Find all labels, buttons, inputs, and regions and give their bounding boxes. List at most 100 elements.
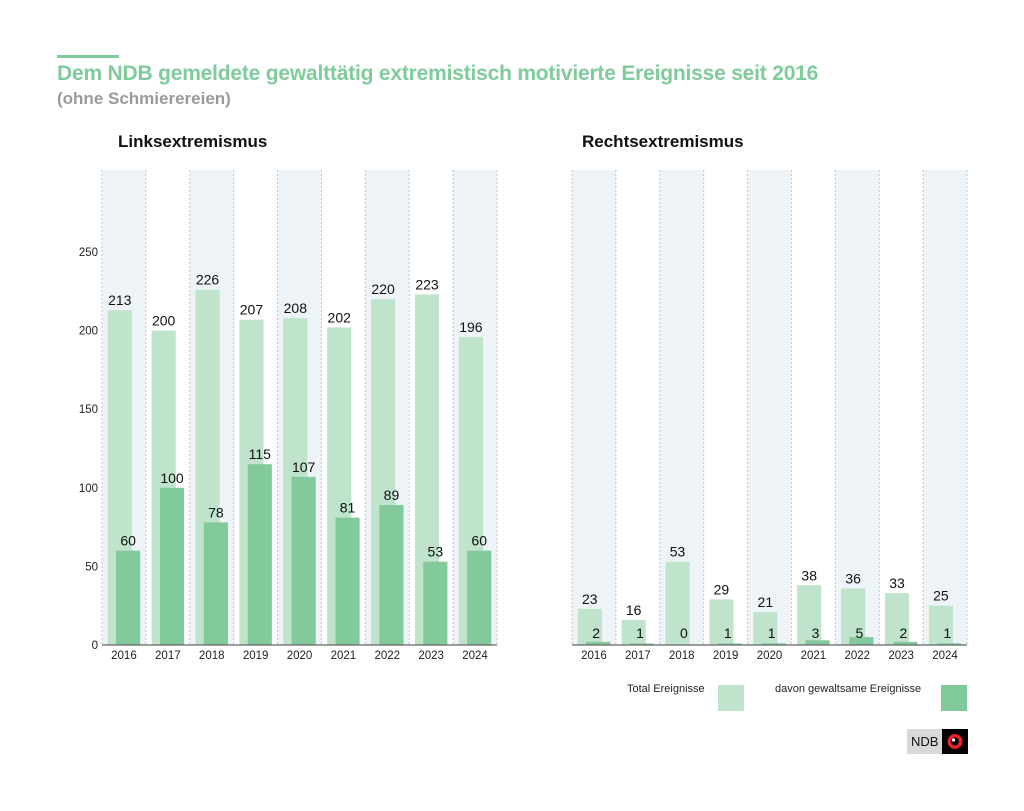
page-subtitle: (ohne Schmierereien): [57, 89, 231, 108]
x-tick-label: 2017: [625, 650, 651, 662]
bar-total: [753, 611, 778, 645]
background-band: [923, 170, 967, 645]
data-label-violent: 115: [249, 446, 272, 462]
bar-total: [841, 588, 866, 645]
data-label-total: 202: [328, 309, 352, 325]
bar-violent: [423, 561, 448, 645]
bar-total: [577, 608, 602, 645]
bar-violent: [467, 550, 492, 645]
bar-total: [621, 619, 646, 645]
y-tick-label: 0: [92, 640, 98, 652]
data-label-violent: 3: [812, 625, 820, 641]
bar-violent: [937, 643, 962, 645]
data-label-total: 207: [240, 302, 264, 318]
bar-violent: [291, 476, 316, 645]
logo-text: NDB: [907, 729, 943, 754]
data-label-violent: 100: [160, 470, 184, 486]
y-tick-label: 50: [85, 561, 98, 573]
x-tick-label: 2017: [155, 650, 181, 662]
data-label-total: 208: [284, 300, 308, 316]
data-label-violent: 0: [680, 625, 688, 641]
x-tick-label: 2016: [111, 650, 137, 662]
x-tick-label: 2016: [581, 650, 607, 662]
data-label-violent: 60: [471, 533, 487, 549]
data-label-total: 196: [459, 319, 483, 335]
y-tick-label: 200: [79, 326, 98, 338]
bar-total: [928, 605, 953, 645]
x-tick-label: 2018: [669, 650, 695, 662]
bar-violent: [849, 637, 874, 645]
x-tick-label: 2018: [199, 650, 225, 662]
x-tick-label: 2020: [287, 650, 313, 662]
data-label-total: 29: [714, 581, 730, 597]
legend-violent-swatch: [941, 685, 967, 711]
y-tick-label: 100: [79, 483, 98, 495]
bar-violent: [247, 464, 272, 645]
data-label-total: 33: [889, 575, 905, 591]
bar-violent: [805, 640, 830, 645]
x-tick-label: 2023: [418, 650, 444, 662]
background-band: [747, 170, 792, 645]
data-label-violent: 60: [120, 533, 136, 549]
data-label-total: 223: [415, 276, 439, 292]
x-tick-label: 2024: [932, 650, 958, 662]
bar-violent: [116, 550, 141, 645]
data-label-total: 226: [196, 272, 220, 288]
data-label-violent: 2: [899, 625, 907, 641]
ndb-logo: NDB: [907, 729, 969, 754]
data-label-violent: 1: [724, 625, 732, 641]
x-tick-label: 2020: [757, 650, 783, 662]
bar-violent: [203, 522, 228, 645]
x-tick-label: 2024: [462, 650, 488, 662]
data-label-violent: 81: [340, 500, 356, 516]
bar-total: [884, 593, 910, 645]
bar-total: [665, 561, 690, 645]
x-tick-label: 2021: [801, 650, 827, 662]
x-tick-label: 2021: [331, 650, 357, 662]
bar-violent: [159, 487, 185, 645]
bar-violent: [335, 517, 360, 645]
bar-violent: [629, 643, 655, 645]
bar-violent: [586, 641, 611, 645]
x-tick-label: 2019: [243, 650, 269, 662]
y-tick-label: 150: [79, 404, 98, 416]
bar-total: [797, 585, 822, 645]
page-title: Dem NDB gemeldete gewalttätig extremisti…: [57, 62, 819, 85]
data-label-violent: 78: [208, 504, 224, 520]
eye-icon: [942, 729, 969, 754]
data-label-violent: 107: [292, 459, 316, 475]
data-label-violent: 1: [768, 625, 776, 641]
legend-total-label: Total Ereignisse: [627, 683, 705, 695]
data-label-violent: 5: [856, 625, 864, 641]
data-label-total: 21: [758, 594, 774, 610]
x-tick-label: 2022: [374, 650, 400, 662]
data-label-total: 36: [845, 570, 861, 586]
data-label-total: 23: [582, 591, 598, 607]
bar-total: [709, 599, 734, 645]
data-label-violent: 89: [384, 487, 400, 503]
data-label-total: 38: [801, 567, 817, 583]
data-label-total: 200: [152, 313, 176, 329]
x-tick-label: 2023: [888, 650, 914, 662]
legend-violent-label: davon gewaltsame Ereignisse: [775, 683, 922, 695]
chart-title: Linksextremismus: [118, 132, 267, 151]
bar-violent: [379, 505, 404, 645]
bar-violent: [717, 643, 742, 645]
x-tick-label: 2019: [713, 650, 739, 662]
y-tick-label: 250: [79, 247, 98, 259]
data-label-violent: 53: [428, 544, 444, 560]
data-label-total: 213: [108, 292, 132, 308]
data-label-violent: 1: [943, 625, 951, 641]
bar-violent: [893, 641, 918, 645]
x-tick-label: 2022: [844, 650, 870, 662]
data-label-total: 16: [626, 602, 642, 618]
data-label-violent: 2: [592, 625, 600, 641]
background-band: [835, 170, 880, 645]
data-label-total: 220: [371, 281, 395, 297]
data-label-violent: 1: [636, 625, 644, 641]
chart-title: Rechtsextremismus: [582, 132, 744, 151]
legend-total-swatch: [718, 685, 744, 711]
bar-violent: [761, 643, 786, 645]
title-accent-line: [57, 55, 119, 58]
